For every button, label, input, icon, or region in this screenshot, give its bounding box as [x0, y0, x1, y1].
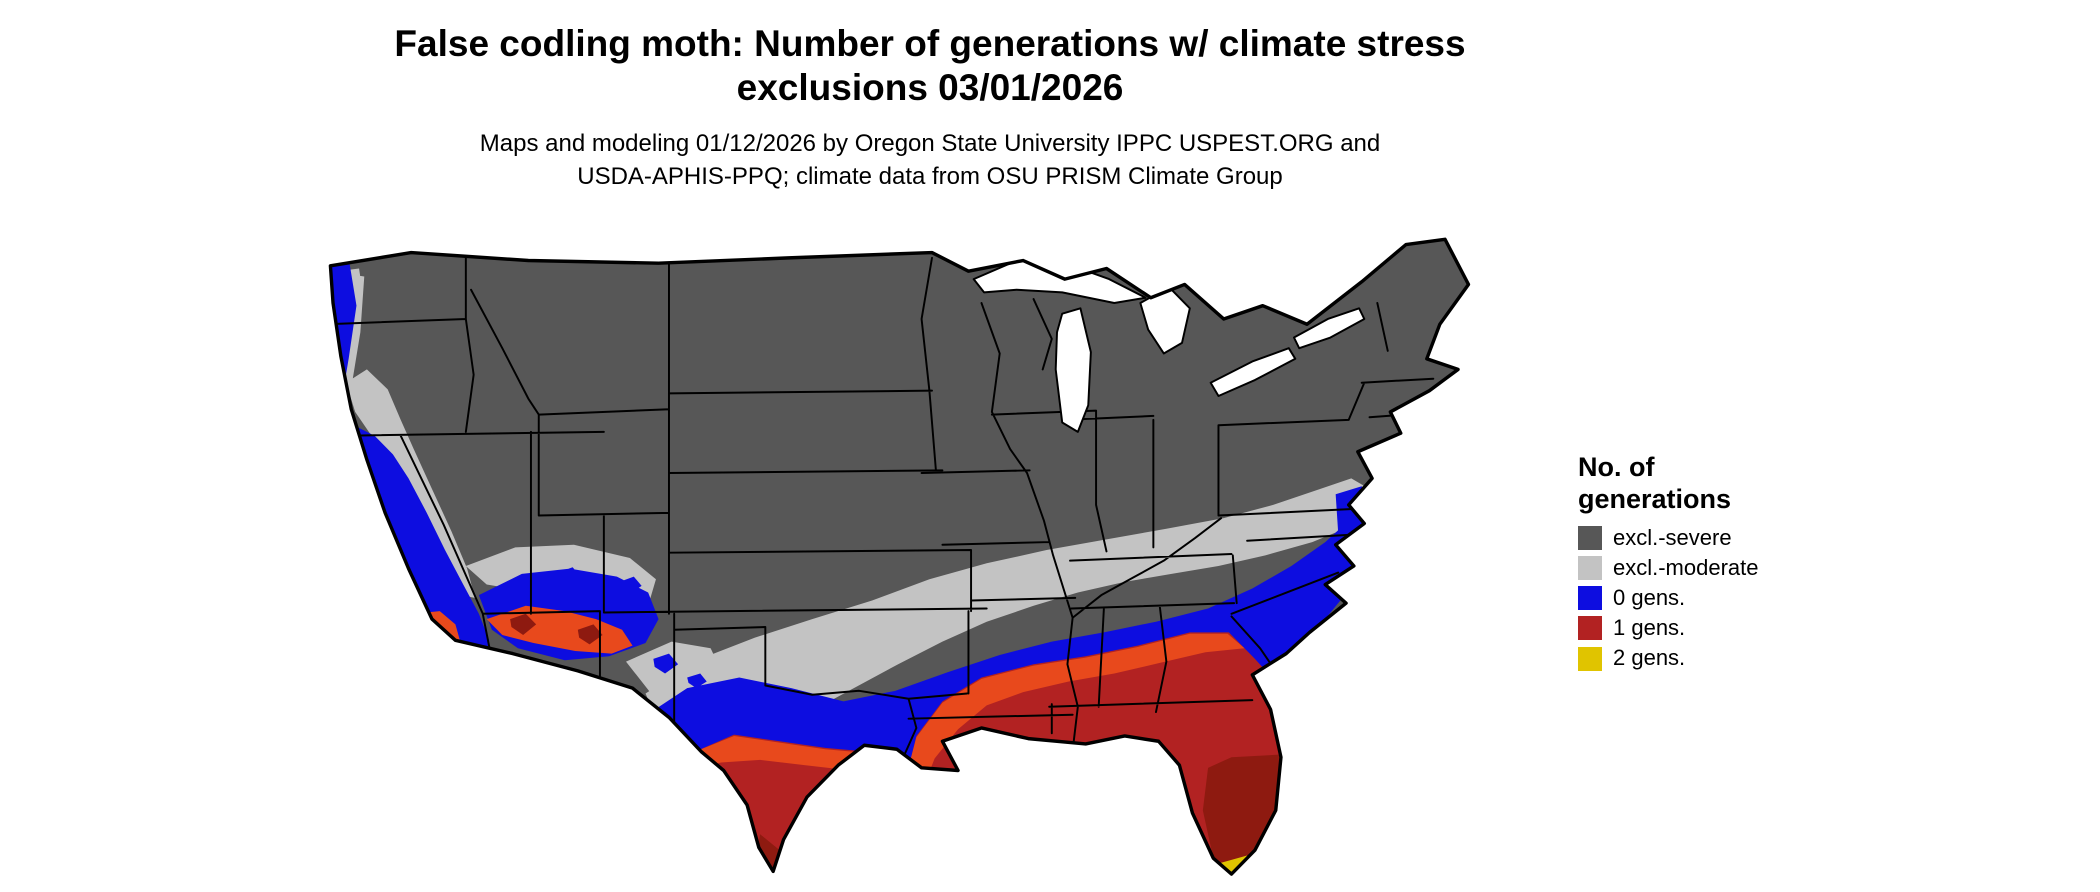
region-2-gens [1218, 855, 1266, 875]
us-map [320, 226, 1544, 890]
legend-label-excl-severe: excl.-severe [1613, 524, 1732, 550]
us-outline [328, 237, 1471, 876]
page-title: False codling moth: Number of generation… [394, 23, 1466, 109]
legend-item-0-gens: 0 gens. [1578, 585, 1878, 611]
legend-swatch-excl-moderate [1578, 556, 1602, 580]
legend-item-2-gens: 2 gens. [1578, 645, 1878, 671]
legend: No. of generations excl.-severe excl.-mo… [1578, 452, 1878, 671]
legend-label-excl-moderate: excl.-moderate [1613, 554, 1759, 580]
great-lakes [972, 259, 1366, 433]
region-1-gen-bright [395, 583, 1245, 798]
legend-swatch-1-gens [1578, 616, 1602, 641]
legend-title: No. of generations [1578, 452, 1732, 514]
legend-item-excl-severe: excl.-severe [1578, 524, 1878, 550]
region-1-gen-dark [510, 613, 1281, 875]
region-excl-moderate [338, 268, 1375, 742]
legend-swatch-0-gens [1578, 586, 1602, 611]
legend-label-1-gens: 1 gens. [1613, 615, 1686, 641]
us-map-svg [328, 237, 1471, 876]
legend-item-1-gens: 1 gens. [1578, 615, 1878, 641]
header: False codling moth: Number of generation… [130, 22, 1730, 194]
legend-label-0-gens: 0 gens. [1613, 585, 1686, 611]
legend-item-excl-moderate: excl.-moderate [1578, 554, 1878, 580]
page-subtitle: Maps and modeling 01/12/2026 by Oregon S… [479, 129, 1381, 191]
legend-label-2-gens: 2 gens. [1613, 645, 1686, 671]
legend-swatch-2-gens [1578, 646, 1602, 671]
legend-swatch-excl-severe [1578, 525, 1602, 550]
state-borders [330, 256, 1435, 785]
